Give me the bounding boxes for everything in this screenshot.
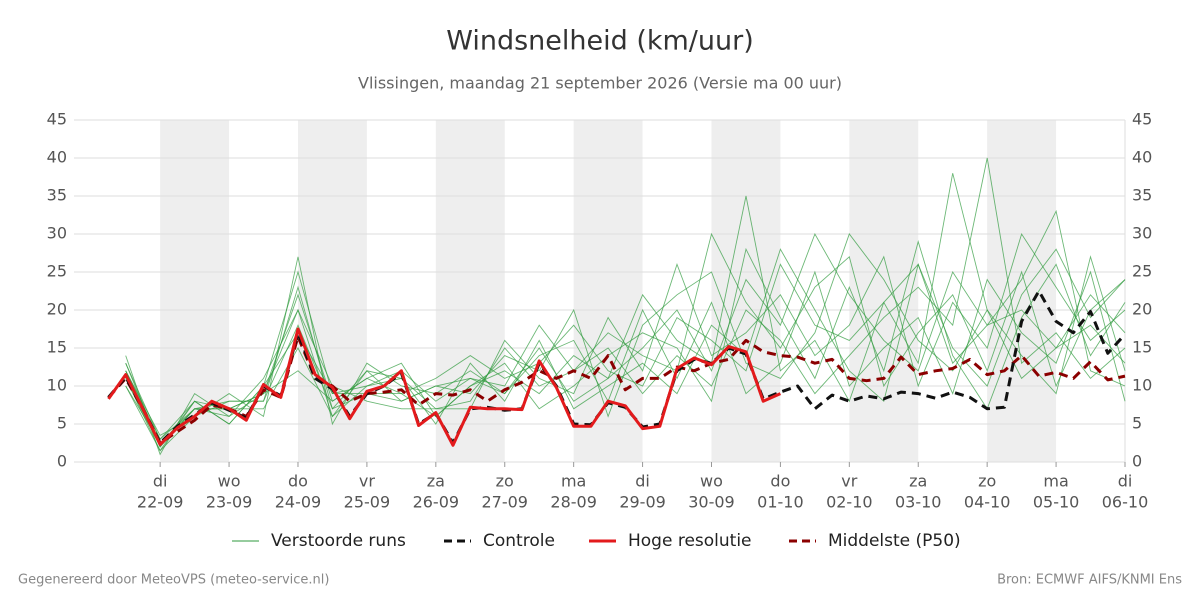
x-tick-weekday: zo bbox=[496, 472, 514, 491]
y-tick-label: 45 bbox=[47, 110, 67, 129]
day-band bbox=[297, 120, 367, 462]
day-band bbox=[573, 120, 643, 462]
x-tick-label: 30-09 bbox=[688, 493, 735, 512]
legend-label: Controle bbox=[483, 531, 555, 551]
y2-tick-label: 15 bbox=[1132, 338, 1152, 357]
footer-left: Gegenereerd door MeteoVPS (meteo-service… bbox=[18, 573, 329, 588]
y-tick-label: 10 bbox=[47, 376, 67, 395]
y-tick-label: 5 bbox=[57, 414, 67, 433]
x-tick-weekday: za bbox=[427, 472, 445, 491]
y-tick-label: 30 bbox=[47, 224, 67, 243]
y2-tick-label: 5 bbox=[1132, 414, 1142, 433]
x-tick-label: 23-09 bbox=[206, 493, 253, 512]
x-tick-weekday: vr bbox=[841, 472, 857, 491]
series-line bbox=[107, 327, 782, 447]
x-tick-label: 26-09 bbox=[413, 493, 460, 512]
ensemble-line bbox=[125, 232, 1126, 448]
y-tick-label: 25 bbox=[47, 262, 67, 281]
y2-tick-label: 20 bbox=[1132, 300, 1152, 319]
y2-tick-label: 10 bbox=[1132, 376, 1152, 395]
x-tick-label: 04-10 bbox=[964, 493, 1011, 512]
chart-subtitle: Vlissingen, maandag 21 september 2026 (V… bbox=[358, 74, 842, 93]
legend-label: Hoge resolutie bbox=[628, 531, 752, 551]
x-tick-weekday: zo bbox=[978, 472, 996, 491]
chart-title: Windsnelheid (km/uur) bbox=[446, 26, 754, 57]
y-tick-label: 15 bbox=[47, 338, 67, 357]
x-tick-label: 28-09 bbox=[550, 493, 597, 512]
x-tick-weekday: wo bbox=[700, 472, 723, 491]
x-tick-weekday: za bbox=[909, 472, 927, 491]
x-tick-label: 25-09 bbox=[344, 493, 391, 512]
y-tick-label: 0 bbox=[57, 452, 67, 471]
day-band bbox=[711, 120, 781, 462]
day-band bbox=[849, 120, 919, 462]
ensemble-line bbox=[125, 195, 1126, 440]
x-tick-weekday: do bbox=[288, 472, 308, 491]
x-tick-weekday: vr bbox=[359, 472, 375, 491]
legend-label: Verstoorde runs bbox=[271, 531, 406, 551]
x-tick-label: 05-10 bbox=[1033, 493, 1080, 512]
x-tick-label: 22-09 bbox=[137, 493, 184, 512]
day-band bbox=[160, 120, 230, 462]
y2-tick-label: 25 bbox=[1132, 262, 1152, 281]
y2-tick-label: 35 bbox=[1132, 186, 1152, 205]
y2-tick-label: 45 bbox=[1132, 110, 1152, 129]
y2-tick-label: 0 bbox=[1132, 452, 1142, 471]
day-band bbox=[435, 120, 505, 462]
y-tick-label: 35 bbox=[47, 186, 67, 205]
legend-label: Middelste (P50) bbox=[828, 531, 961, 551]
y-tick-label: 40 bbox=[47, 148, 67, 167]
x-tick-label: 24-09 bbox=[275, 493, 322, 512]
x-tick-weekday: di bbox=[153, 472, 168, 491]
y2-tick-label: 30 bbox=[1132, 224, 1152, 243]
ensemble-line bbox=[125, 173, 1126, 448]
ensemble-line bbox=[125, 248, 1126, 452]
ensemble-line bbox=[125, 232, 1126, 452]
x-tick-label: 06-10 bbox=[1102, 493, 1149, 512]
y-tick-label: 20 bbox=[47, 300, 67, 319]
x-tick-label: 02-10 bbox=[826, 493, 873, 512]
footer-right: Bron: ECMWF AIFS/KNMI Ens bbox=[997, 573, 1182, 588]
day-band bbox=[987, 120, 1057, 462]
x-tick-weekday: di bbox=[635, 472, 650, 491]
x-tick-weekday: wo bbox=[218, 472, 241, 491]
x-tick-label: 29-09 bbox=[619, 493, 666, 512]
x-tick-label: 01-10 bbox=[757, 493, 804, 512]
x-tick-weekday: di bbox=[1118, 472, 1133, 491]
x-tick-label: 03-10 bbox=[895, 493, 942, 512]
x-tick-weekday: ma bbox=[561, 472, 586, 491]
x-tick-weekday: ma bbox=[1043, 472, 1068, 491]
x-tick-weekday: do bbox=[770, 472, 790, 491]
x-tick-label: 27-09 bbox=[481, 493, 528, 512]
ensemble-line bbox=[125, 256, 1126, 437]
y2-tick-label: 40 bbox=[1132, 148, 1152, 167]
